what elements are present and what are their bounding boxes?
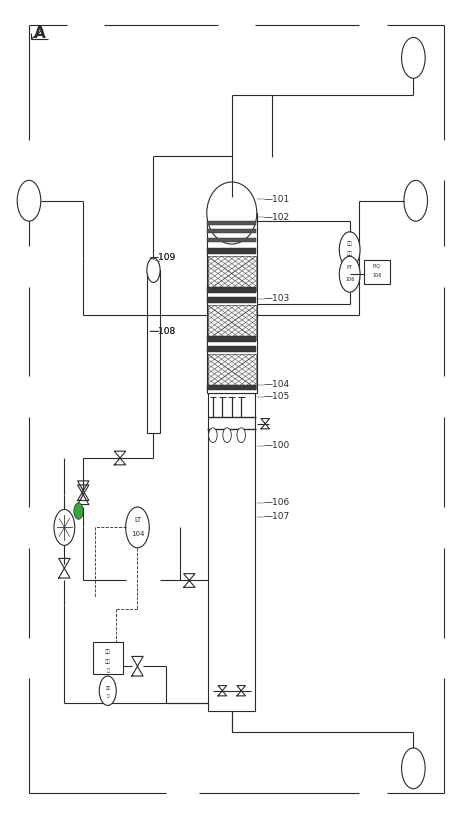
Text: —105: —105 <box>264 393 290 402</box>
Bar <box>207 346 256 352</box>
Text: —101: —101 <box>264 195 290 204</box>
Circle shape <box>223 428 231 443</box>
Text: 压差: 压差 <box>347 240 352 245</box>
Bar <box>207 221 256 225</box>
Text: —102: —102 <box>264 213 290 222</box>
Text: 106: 106 <box>345 276 354 281</box>
Bar <box>207 229 256 233</box>
Circle shape <box>209 428 217 443</box>
Bar <box>207 237 256 241</box>
Bar <box>364 259 390 284</box>
Bar <box>207 384 256 390</box>
Text: LT: LT <box>134 517 141 523</box>
Circle shape <box>402 38 425 79</box>
Text: 104: 104 <box>131 531 144 537</box>
Text: 阀: 阀 <box>106 694 109 699</box>
Text: —103: —103 <box>264 294 290 303</box>
Ellipse shape <box>207 182 257 244</box>
Text: —109: —109 <box>149 254 175 263</box>
Circle shape <box>404 180 428 221</box>
Text: A: A <box>34 26 45 41</box>
Bar <box>147 270 160 434</box>
Bar <box>207 336 256 342</box>
Bar <box>208 256 256 290</box>
Circle shape <box>339 231 360 267</box>
Bar <box>207 287 256 293</box>
Text: 调节: 调节 <box>105 686 110 690</box>
Circle shape <box>126 507 149 548</box>
Text: —104: —104 <box>264 380 290 389</box>
Text: —100: —100 <box>264 441 290 450</box>
Circle shape <box>74 503 83 519</box>
Circle shape <box>339 256 360 292</box>
Text: 变送: 变送 <box>347 251 352 256</box>
Text: 控制: 控制 <box>105 658 111 664</box>
Text: PT: PT <box>347 265 353 270</box>
Text: 阀: 阀 <box>106 667 109 673</box>
Text: —108: —108 <box>149 327 175 336</box>
Bar <box>208 354 256 389</box>
Bar <box>93 642 123 674</box>
Bar <box>208 393 255 711</box>
Ellipse shape <box>147 258 160 282</box>
Bar <box>208 305 256 339</box>
Circle shape <box>402 748 425 789</box>
Circle shape <box>99 676 116 705</box>
Text: —109: —109 <box>149 254 175 263</box>
Text: —106: —106 <box>264 498 290 507</box>
Text: —107: —107 <box>264 512 290 521</box>
Bar <box>207 248 256 254</box>
Circle shape <box>17 180 41 221</box>
Text: 液位: 液位 <box>105 649 111 654</box>
Bar <box>207 213 257 393</box>
Text: —108: —108 <box>149 327 175 336</box>
Circle shape <box>54 510 75 546</box>
Circle shape <box>237 428 245 443</box>
Bar <box>207 297 256 303</box>
Text: 106: 106 <box>372 273 382 278</box>
Text: FIQ: FIQ <box>373 263 381 268</box>
